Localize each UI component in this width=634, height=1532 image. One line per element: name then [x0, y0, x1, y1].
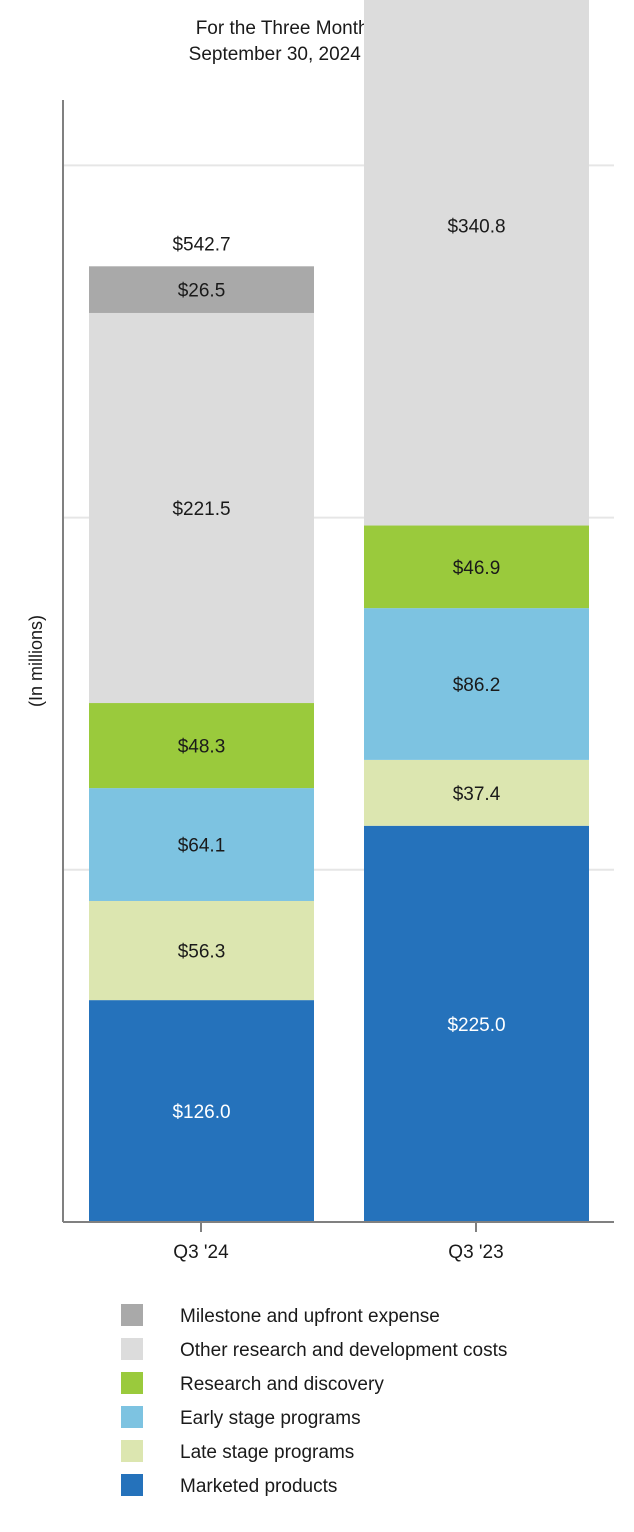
legend-swatch-marketed-products [121, 1474, 143, 1496]
legend-item-other-research-and-development-costs: Other research and development costs [121, 1338, 507, 1361]
legend-label-milestone-and-upfront-expense: Milestone and upfront expense [180, 1306, 440, 1327]
segment-label-research-and-discovery-1: $46.9 [453, 558, 501, 579]
legend-swatch-milestone-and-upfront-expense [121, 1304, 143, 1326]
bar-stack-q3-23: $225.0$37.4$86.2$46.9$340.8$—$736.3 [364, 0, 589, 1222]
y-axis-label: (In millions) [26, 615, 46, 707]
segment-label-marketed-products-1: $225.0 [447, 1015, 505, 1036]
legend-swatch-late-stage-programs [121, 1440, 143, 1462]
bar-segment-research-and-discovery-0 [89, 703, 314, 789]
axes: Q3 '24 Q3 '23 [62, 100, 614, 1263]
legend-item-early-stage-programs: Early stage programs [121, 1406, 361, 1429]
segment-label-research-and-discovery-0: $48.3 [178, 737, 226, 758]
legend-label-research-and-discovery: Research and discovery [180, 1374, 384, 1395]
legend-label-marketed-products: Marketed products [180, 1476, 337, 1497]
legend-item-milestone-and-upfront-expense: Milestone and upfront expense [121, 1304, 440, 1327]
bar-segment-milestone-and-upfront-expense-0 [89, 266, 314, 313]
segment-label-milestone-and-upfront-expense-0: $26.5 [178, 281, 226, 302]
x-tick-label-0: Q3 '24 [173, 1242, 229, 1263]
segment-label-other-research-and-development-costs-0: $221.5 [172, 499, 230, 520]
legend-swatch-research-and-discovery [121, 1372, 143, 1394]
legend-item-late-stage-programs: Late stage programs [121, 1440, 354, 1463]
segment-label-marketed-products-0: $126.0 [172, 1102, 230, 1123]
legend-swatch-other-research-and-development-costs [121, 1338, 143, 1360]
segment-label-other-research-and-development-costs-1: $340.8 [447, 216, 505, 237]
segment-label-late-stage-programs-0: $56.3 [178, 942, 226, 963]
legend-swatch-early-stage-programs [121, 1406, 143, 1428]
legend-label-late-stage-programs: Late stage programs [180, 1442, 354, 1463]
bar-segment-late-stage-programs-1 [364, 759, 589, 826]
legend-label-other-research-and-development-costs: Other research and development costs [180, 1340, 507, 1361]
bar-stack-q3-24: $126.0 $56.3 $64.1 $48.3 $221.5 $26.5 $542.7 [89, 234, 314, 1222]
bar-segment-other-research-and-development-costs-0 [89, 312, 314, 704]
segment-label-early-stage-programs-1: $86.2 [453, 675, 501, 696]
segment-label-early-stage-programs-0: $64.1 [178, 836, 226, 857]
bar-segment-early-stage-programs-0 [89, 788, 314, 901]
legend-label-early-stage-programs: Early stage programs [180, 1408, 361, 1429]
legend-item-marketed-products: Marketed products [121, 1474, 337, 1497]
bar-segment-marketed-products-1 [364, 825, 589, 1222]
bar-segment-marketed-products-0 [89, 1000, 314, 1222]
bar-segment-other-research-and-development-costs-1 [364, 0, 589, 526]
legend-item-research-and-discovery: Research and discovery [121, 1372, 384, 1395]
bars: $126.0 $56.3 $64.1 $48.3 $221.5 $26.5 $542.7 $2… [89, 0, 589, 1222]
total-label-0: $542.7 [172, 234, 230, 255]
bar-segment-late-stage-programs-0 [89, 900, 314, 1001]
bar-segment-early-stage-programs-1 [364, 608, 589, 760]
bar-segment-research-and-discovery-1 [364, 525, 589, 609]
x-tick-label-1: Q3 '23 [448, 1242, 503, 1263]
legend: Milestone and upfront expense Other resea… [121, 1304, 507, 1497]
segment-label-late-stage-programs-1: $37.4 [453, 784, 501, 805]
